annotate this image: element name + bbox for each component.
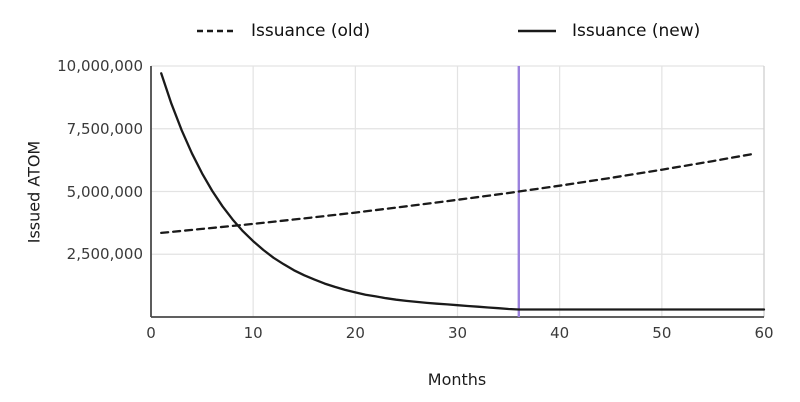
x-tick-label: 30 [447, 324, 468, 342]
solid-line-sample [518, 29, 556, 33]
legend-item-issuance-new: Issuance (new) [518, 21, 701, 41]
series-issuance-new [160, 72, 766, 311]
x-tick-label: 20 [345, 324, 365, 342]
x-tick-label: 40 [550, 324, 570, 342]
series-issuance-old [160, 152, 755, 235]
legend-label-old: Issuance (old) [251, 21, 371, 41]
y-tick-label: 10,000,000 [57, 57, 143, 75]
y-tick-label: 7,500,000 [66, 119, 143, 138]
x-tick-label: 60 [754, 324, 774, 342]
dashed-line-sample [197, 29, 235, 33]
x-tick-label: 0 [146, 324, 156, 342]
y-tick-label: 5,000,000 [66, 182, 143, 201]
y-tick-label: 2,500,000 [66, 245, 143, 264]
x-axis-title: Months [427, 370, 487, 389]
x-tick-label: 50 [652, 324, 672, 342]
x-tick-label: 10 [243, 324, 263, 342]
legend-item-issuance-old: Issuance (old) [197, 21, 371, 41]
legend-label-new: Issuance (new) [572, 21, 701, 41]
